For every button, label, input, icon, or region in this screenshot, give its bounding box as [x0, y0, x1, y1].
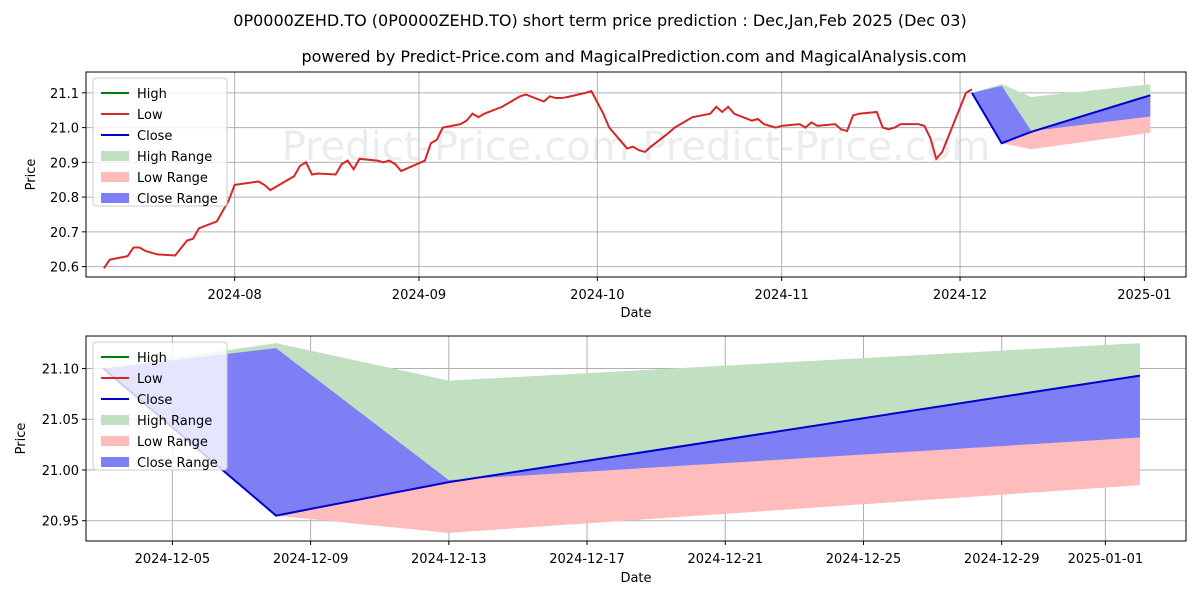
bottom-x-tick-label-0: 2024-12-05	[135, 552, 211, 567]
top-legend: High Low Close High Range Low Range Close Ran…	[92, 77, 228, 207]
top-legend-label-low: Low	[137, 108, 163, 123]
top-legend-swatch-close-range	[101, 193, 129, 203]
bottom-close-range-band	[103, 348, 1140, 516]
top-legend-label-close-range: Close Range	[137, 192, 218, 207]
top-x-tick-label-5: 2025-01	[1117, 288, 1171, 303]
bottom-y-tick-label-1: 21.00	[42, 464, 79, 479]
top-low-range-band	[971, 92, 1151, 150]
top-legend-label-high: High	[137, 87, 167, 102]
bottom-x-tick-label-2: 2024-12-13	[411, 552, 487, 567]
bottom-y-tick-label-3: 21.10	[42, 362, 79, 377]
top-x-tick-label-4: 2024-12	[933, 288, 987, 303]
top-y-tick-label-5: 21.1	[50, 87, 79, 102]
top-legend-swatch-low-range	[101, 172, 129, 182]
bottom-plot-area: Predict-Price.com Predict-Price.com	[86, 336, 1186, 541]
bottom-legend: High Low Close High Range Low Range Close Ran…	[92, 341, 228, 471]
top-x-tick-label-1: 2024-09	[392, 288, 446, 303]
bottom-x-tick-label-4: 2024-12-21	[687, 552, 763, 567]
chart-title: 0P0000ZEHD.TO (0P0000ZEHD.TO) short term…	[233, 11, 966, 30]
top-legend-label-high-range: High Range	[137, 150, 212, 165]
top-legend-swatch-high-range	[101, 151, 129, 161]
bottom-legend-swatch-high-range	[101, 415, 129, 425]
bottom-legend-label-high-range: High Range	[137, 414, 212, 429]
bottom-legend-label-close: Close	[137, 393, 172, 408]
bottom-y-tick-label-0: 20.95	[42, 515, 79, 530]
bottom-x-axis-label: Date	[620, 571, 651, 586]
bottom-x-tick-label-7: 2025-01-01	[1068, 552, 1144, 567]
bottom-axes-frame	[85, 335, 1187, 542]
top-x-tick-label-0: 2024-08	[207, 288, 261, 303]
top-legend-label-close: Close	[137, 129, 172, 144]
top-x-axis-label: Date	[620, 306, 651, 321]
top-low-history-line	[103, 88, 973, 269]
bottom-x-tick-label-5: 2024-12-25	[826, 552, 902, 567]
bottom-x-tick-label-6: 2024-12-29	[964, 552, 1040, 567]
top-y-tick-label-2: 20.8	[50, 191, 79, 206]
bottom-legend-label-high: High	[137, 351, 167, 366]
top-close-prediction-line	[971, 92, 1151, 145]
bottom-low-range-band	[103, 368, 1140, 533]
top-x-tick-label-2: 2024-10	[570, 288, 624, 303]
bottom-legend-label-low: Low	[137, 372, 163, 387]
top-legend-label-low-range: Low Range	[137, 171, 208, 186]
bottom-x-tick-label-1: 2024-12-09	[273, 552, 349, 567]
bottom-legend-label-close-range: Close Range	[137, 456, 218, 471]
top-y-tick-label-4: 21.0	[50, 122, 79, 137]
top-y-axis-label: Price	[24, 159, 39, 191]
bottom-panel: Predict-Price.com Predict-Price.com 2024-…	[14, 335, 1187, 586]
chart-subtitle: powered by Predict-Price.com and Magical…	[301, 47, 966, 66]
top-y-tick-label-3: 20.9	[50, 156, 79, 171]
bottom-legend-swatch-low-range	[101, 436, 129, 446]
bottom-legend-label-low-range: Low Range	[137, 435, 208, 450]
top-watermark-1: Predict-Price.com Predict-Price.com	[282, 124, 991, 170]
bottom-legend-swatch-close-range	[101, 457, 129, 467]
top-y-tick-label-0: 20.6	[50, 261, 79, 276]
top-x-tick-label-3: 2024-11	[755, 288, 809, 303]
top-y-tick-label-1: 20.7	[50, 226, 79, 241]
bottom-y-axis-label: Price	[14, 423, 29, 455]
bottom-x-tick-label-3: 2024-12-17	[549, 552, 625, 567]
top-axes-frame	[85, 71, 1187, 278]
bottom-y-tick-label-2: 21.05	[42, 413, 79, 428]
top-plot-area: Predict-Price.com Predict-Price.com	[86, 72, 1186, 277]
top-panel: Predict-Price.com Predict-Price.com 2024-…	[24, 71, 1187, 321]
top-close-range-band	[971, 85, 1151, 144]
